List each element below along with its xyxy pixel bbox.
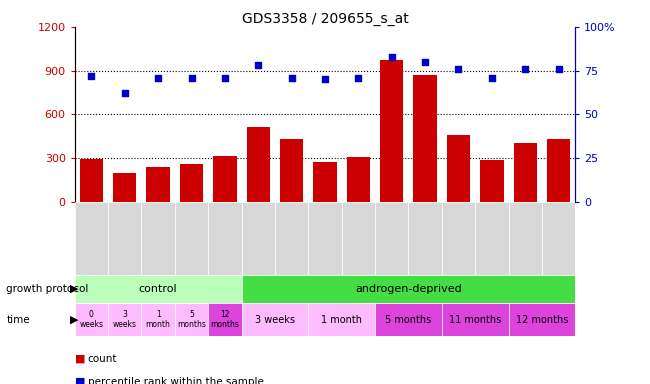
FancyBboxPatch shape: [175, 303, 208, 336]
Bar: [280, 139, 304, 202]
Point: [220, 74, 230, 81]
FancyBboxPatch shape: [342, 202, 375, 275]
Point: [420, 59, 430, 65]
Bar: [447, 135, 470, 202]
FancyBboxPatch shape: [75, 303, 108, 336]
Bar: [480, 160, 504, 202]
Point: [120, 90, 130, 96]
Text: percentile rank within the sample: percentile rank within the sample: [88, 377, 264, 384]
FancyBboxPatch shape: [108, 202, 142, 275]
Point: [153, 74, 163, 81]
Bar: [380, 60, 404, 202]
Bar: [146, 167, 170, 202]
Text: 3
weeks: 3 weeks: [113, 310, 136, 329]
Text: 0
weeks: 0 weeks: [79, 310, 103, 329]
Text: control: control: [139, 284, 177, 294]
Point: [187, 74, 197, 81]
FancyBboxPatch shape: [442, 303, 508, 336]
Text: growth protocol: growth protocol: [6, 284, 89, 294]
Point: [287, 74, 297, 81]
FancyBboxPatch shape: [242, 275, 575, 303]
Point: [320, 76, 330, 83]
Point: [553, 66, 564, 72]
Bar: [514, 142, 537, 202]
Text: 3 weeks: 3 weeks: [255, 314, 295, 325]
Point: [353, 74, 363, 81]
FancyBboxPatch shape: [542, 202, 575, 275]
Bar: [113, 173, 136, 202]
FancyBboxPatch shape: [75, 275, 242, 303]
Bar: [346, 157, 370, 202]
FancyBboxPatch shape: [175, 202, 208, 275]
FancyBboxPatch shape: [442, 202, 475, 275]
Text: 5
months: 5 months: [177, 310, 206, 329]
FancyBboxPatch shape: [242, 202, 275, 275]
Title: GDS3358 / 209655_s_at: GDS3358 / 209655_s_at: [242, 12, 408, 26]
Point: [453, 66, 463, 72]
Text: ■: ■: [75, 377, 85, 384]
Point: [86, 73, 97, 79]
Point: [487, 74, 497, 81]
Point: [520, 66, 530, 72]
FancyBboxPatch shape: [308, 303, 375, 336]
Text: 12 months: 12 months: [515, 314, 568, 325]
Text: 12
months: 12 months: [211, 310, 239, 329]
Bar: [80, 159, 103, 202]
Bar: [180, 164, 203, 202]
Text: count: count: [88, 354, 117, 364]
Bar: [547, 139, 570, 202]
FancyBboxPatch shape: [375, 202, 408, 275]
Bar: [213, 156, 237, 202]
FancyBboxPatch shape: [75, 202, 108, 275]
Text: ▶: ▶: [70, 284, 79, 294]
Bar: [246, 127, 270, 202]
FancyBboxPatch shape: [208, 303, 242, 336]
Text: ■: ■: [75, 354, 85, 364]
FancyBboxPatch shape: [275, 202, 308, 275]
FancyBboxPatch shape: [308, 202, 342, 275]
FancyBboxPatch shape: [142, 202, 175, 275]
Point: [253, 62, 263, 68]
FancyBboxPatch shape: [475, 202, 508, 275]
Text: 1 month: 1 month: [321, 314, 362, 325]
Point: [387, 53, 397, 60]
Text: 1
month: 1 month: [146, 310, 170, 329]
Bar: [413, 75, 437, 202]
FancyBboxPatch shape: [242, 303, 308, 336]
FancyBboxPatch shape: [375, 303, 442, 336]
FancyBboxPatch shape: [508, 202, 542, 275]
Text: 11 months: 11 months: [449, 314, 501, 325]
Bar: [313, 162, 337, 202]
Text: androgen-deprived: androgen-deprived: [355, 284, 462, 294]
FancyBboxPatch shape: [142, 303, 175, 336]
FancyBboxPatch shape: [108, 303, 142, 336]
Text: ▶: ▶: [70, 314, 79, 325]
FancyBboxPatch shape: [508, 303, 575, 336]
FancyBboxPatch shape: [208, 202, 242, 275]
Text: 5 months: 5 months: [385, 314, 432, 325]
Text: time: time: [6, 314, 30, 325]
FancyBboxPatch shape: [408, 202, 442, 275]
